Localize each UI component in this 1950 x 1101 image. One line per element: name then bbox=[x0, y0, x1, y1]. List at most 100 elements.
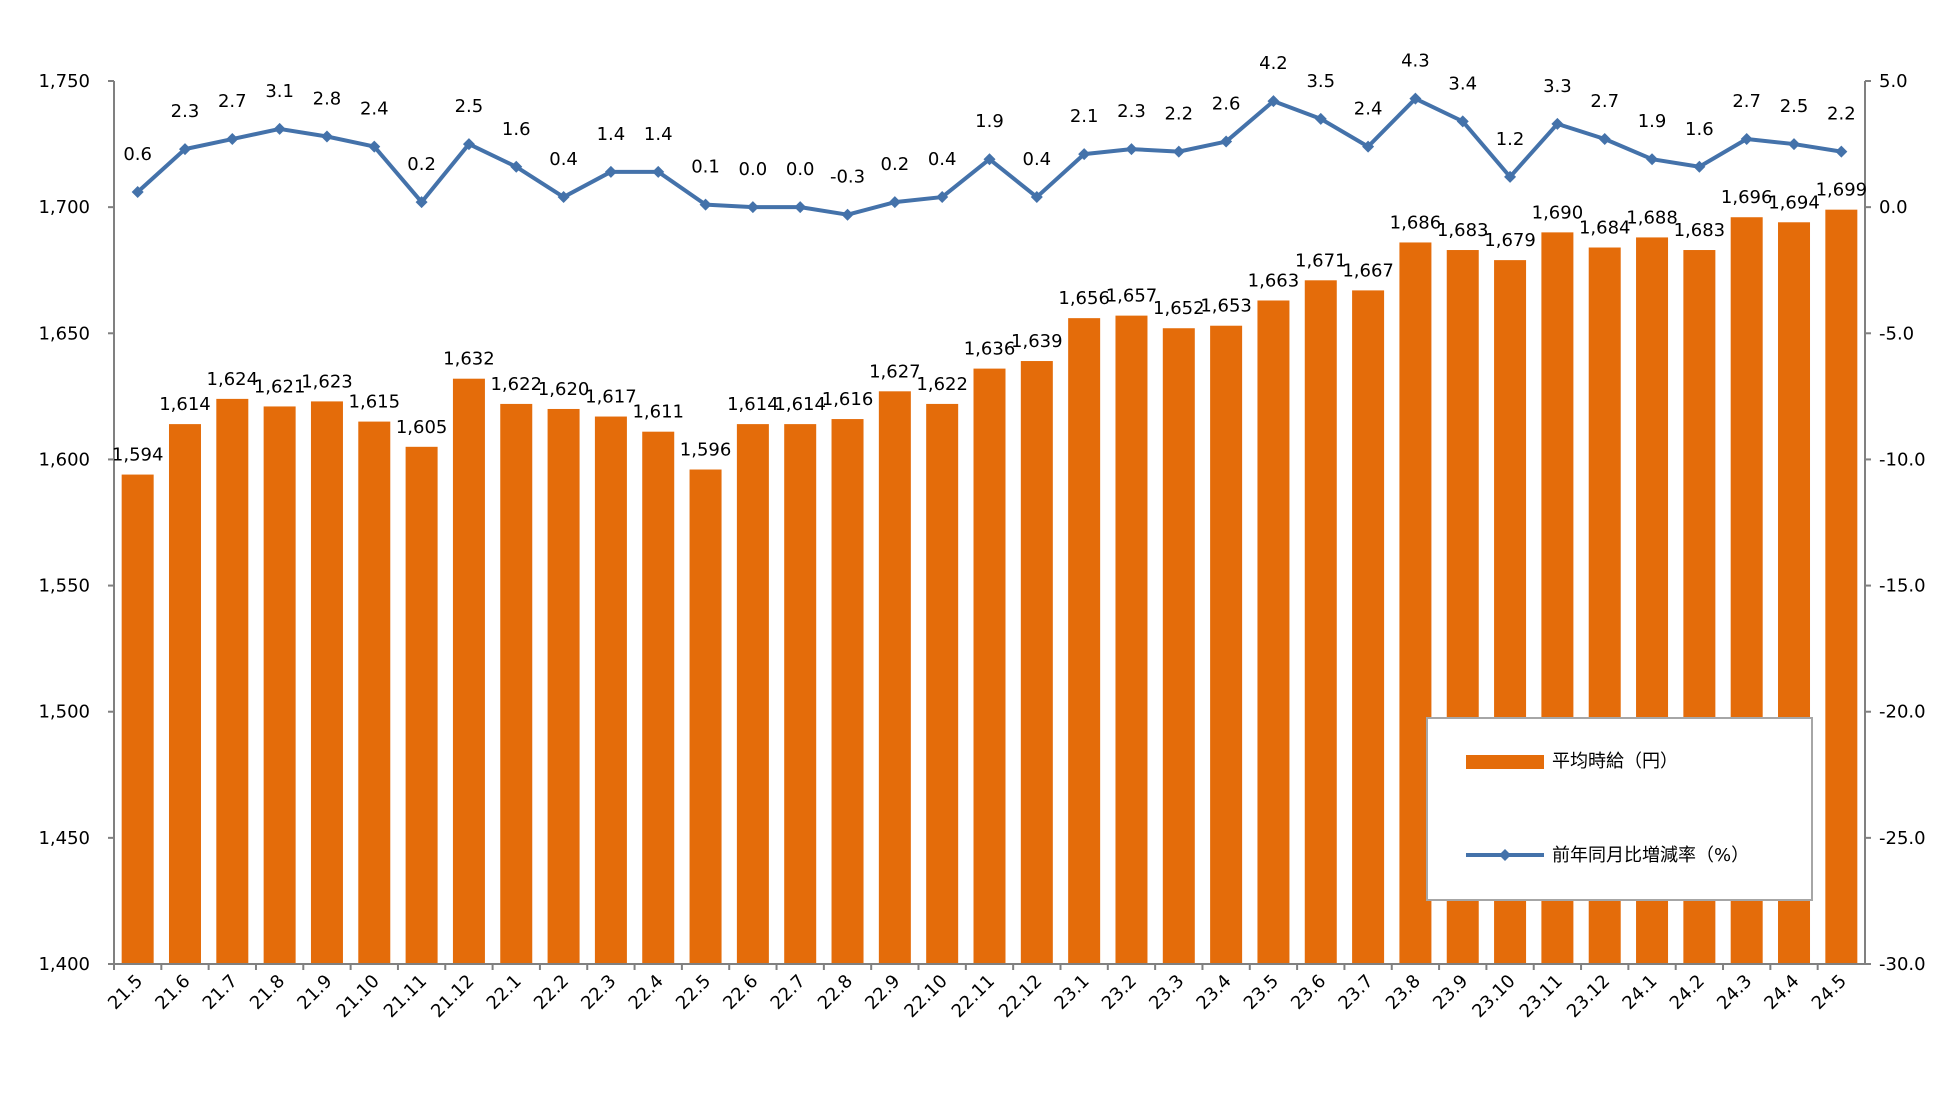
x-tick-label: 22.10 bbox=[900, 971, 951, 1022]
x-tick-label: 23.9 bbox=[1429, 971, 1472, 1014]
y-left-tick-label: 1,550 bbox=[38, 576, 90, 597]
rate-data-label: 3.1 bbox=[265, 81, 294, 102]
rate-data-label: 2.7 bbox=[1732, 91, 1761, 112]
rate-data-label: 4.3 bbox=[1401, 51, 1430, 72]
bar-data-label: 1,621 bbox=[254, 376, 306, 397]
rate-data-label: 1.6 bbox=[1685, 119, 1714, 140]
x-tick-label: 24.4 bbox=[1760, 971, 1803, 1014]
bar-data-label: 1,615 bbox=[349, 392, 401, 413]
y-right-tick-label: -30.0 bbox=[1879, 954, 1926, 975]
x-tick-label: 22.7 bbox=[767, 971, 810, 1014]
rate-data-label: 2.2 bbox=[1827, 104, 1856, 125]
rate-data-label: 2.7 bbox=[218, 91, 247, 112]
x-tick-label: 22.8 bbox=[814, 971, 857, 1014]
rate-point bbox=[415, 196, 428, 209]
x-tick-label: 23.10 bbox=[1468, 971, 1519, 1022]
x-tick-label: 23.6 bbox=[1287, 971, 1330, 1014]
bar-data-label: 1,614 bbox=[727, 394, 779, 415]
bar bbox=[405, 446, 438, 964]
legend-bar-label: 平均時給（円） bbox=[1552, 751, 1678, 772]
bar-data-label: 1,683 bbox=[1437, 220, 1489, 241]
y-right-tick-label: -10.0 bbox=[1879, 449, 1926, 470]
y-right-tick-label: -20.0 bbox=[1879, 702, 1926, 723]
bar bbox=[642, 431, 675, 965]
rate-data-label: 0.0 bbox=[786, 159, 815, 180]
bar-data-label: 1,652 bbox=[1153, 298, 1205, 319]
bar-data-label: 1,686 bbox=[1390, 212, 1442, 233]
x-tick-label: 22.2 bbox=[530, 971, 573, 1014]
bar bbox=[1257, 300, 1290, 964]
rate-data-label: 1.2 bbox=[1496, 129, 1525, 150]
bar-data-label: 1,690 bbox=[1532, 202, 1584, 223]
x-tick-label: 23.8 bbox=[1382, 971, 1425, 1014]
rate-point bbox=[1220, 135, 1233, 148]
x-tick-label: 23.7 bbox=[1334, 971, 1377, 1014]
rate-data-label: 1.9 bbox=[975, 111, 1004, 132]
x-tick-label: 23.11 bbox=[1516, 971, 1567, 1022]
rate-point bbox=[1030, 191, 1043, 204]
rate-data-label: 0.0 bbox=[739, 159, 768, 180]
x-tick-label: 23.2 bbox=[1098, 971, 1141, 1014]
rate-point bbox=[1598, 133, 1611, 146]
x-tick-label: 24.5 bbox=[1808, 971, 1851, 1014]
x-tick-label: 23.5 bbox=[1240, 971, 1283, 1014]
bar-data-label: 1,667 bbox=[1342, 260, 1394, 281]
rate-point bbox=[462, 138, 475, 151]
bar-data-label: 1,699 bbox=[1816, 180, 1868, 201]
bar bbox=[1210, 325, 1243, 964]
bar-data-label: 1,596 bbox=[680, 440, 732, 461]
bar bbox=[1068, 318, 1101, 964]
x-tick-label: 22.1 bbox=[483, 971, 526, 1014]
rate-point bbox=[1125, 143, 1138, 156]
rate-data-label: 0.1 bbox=[691, 157, 720, 178]
bar-data-label: 1,679 bbox=[1484, 230, 1536, 251]
rate-data-label: 0.6 bbox=[123, 144, 152, 165]
x-tick-label: 24.1 bbox=[1618, 971, 1661, 1014]
legend-line-marker-icon bbox=[1499, 849, 1511, 861]
x-tick-label: 21.7 bbox=[199, 971, 242, 1014]
rate-data-label: 0.4 bbox=[549, 149, 578, 170]
x-tick-label: 22.12 bbox=[995, 971, 1046, 1022]
bar-data-label: 1,622 bbox=[916, 374, 968, 395]
bar bbox=[500, 403, 533, 964]
bar bbox=[1020, 361, 1053, 965]
bar-data-label: 1,684 bbox=[1579, 218, 1631, 239]
rate-data-label: 3.3 bbox=[1543, 76, 1572, 97]
bar-data-label: 1,605 bbox=[396, 417, 448, 438]
rate-data-label: 1.9 bbox=[1638, 111, 1667, 132]
bar bbox=[216, 398, 249, 964]
bar-data-label: 1,614 bbox=[774, 394, 826, 415]
rate-data-label: 2.3 bbox=[171, 101, 200, 122]
bar-data-label: 1,663 bbox=[1248, 270, 1300, 291]
legend-bar-swatch bbox=[1466, 755, 1544, 769]
rate-point bbox=[794, 201, 807, 214]
rate-point bbox=[936, 191, 949, 204]
bar-data-label: 1,636 bbox=[964, 339, 1016, 360]
rate-point bbox=[226, 133, 239, 146]
x-tick-label: 21.10 bbox=[333, 971, 384, 1022]
bar-data-label: 1,653 bbox=[1200, 296, 1252, 317]
bar-data-label: 1,611 bbox=[632, 402, 684, 423]
bar bbox=[1304, 280, 1337, 964]
rate-data-label: 2.7 bbox=[1590, 91, 1619, 112]
y-left-tick-label: 1,500 bbox=[38, 702, 90, 723]
rate-data-label: 2.2 bbox=[1164, 104, 1193, 125]
x-tick-label: 21.9 bbox=[293, 971, 336, 1014]
bar-data-label: 1,683 bbox=[1674, 220, 1726, 241]
y-right-tick-label: -5.0 bbox=[1879, 323, 1914, 344]
rate-point bbox=[1788, 138, 1801, 151]
x-tick-label: 21.5 bbox=[104, 971, 147, 1014]
rate-point bbox=[652, 165, 665, 178]
y-left-tick-label: 1,750 bbox=[38, 71, 90, 92]
y-left-tick-label: 1,600 bbox=[38, 449, 90, 470]
rate-point bbox=[1551, 117, 1564, 130]
rate-point bbox=[841, 208, 854, 221]
x-tick-label: 21.6 bbox=[151, 971, 194, 1014]
rate-data-label: 2.3 bbox=[1117, 101, 1146, 122]
x-tick-label: 21.12 bbox=[427, 971, 478, 1022]
bar bbox=[973, 368, 1006, 964]
bar-data-label: 1,623 bbox=[301, 371, 353, 392]
x-tick-label: 23.4 bbox=[1192, 971, 1235, 1014]
rate-data-label: 2.4 bbox=[1354, 99, 1383, 120]
bar bbox=[926, 403, 959, 964]
